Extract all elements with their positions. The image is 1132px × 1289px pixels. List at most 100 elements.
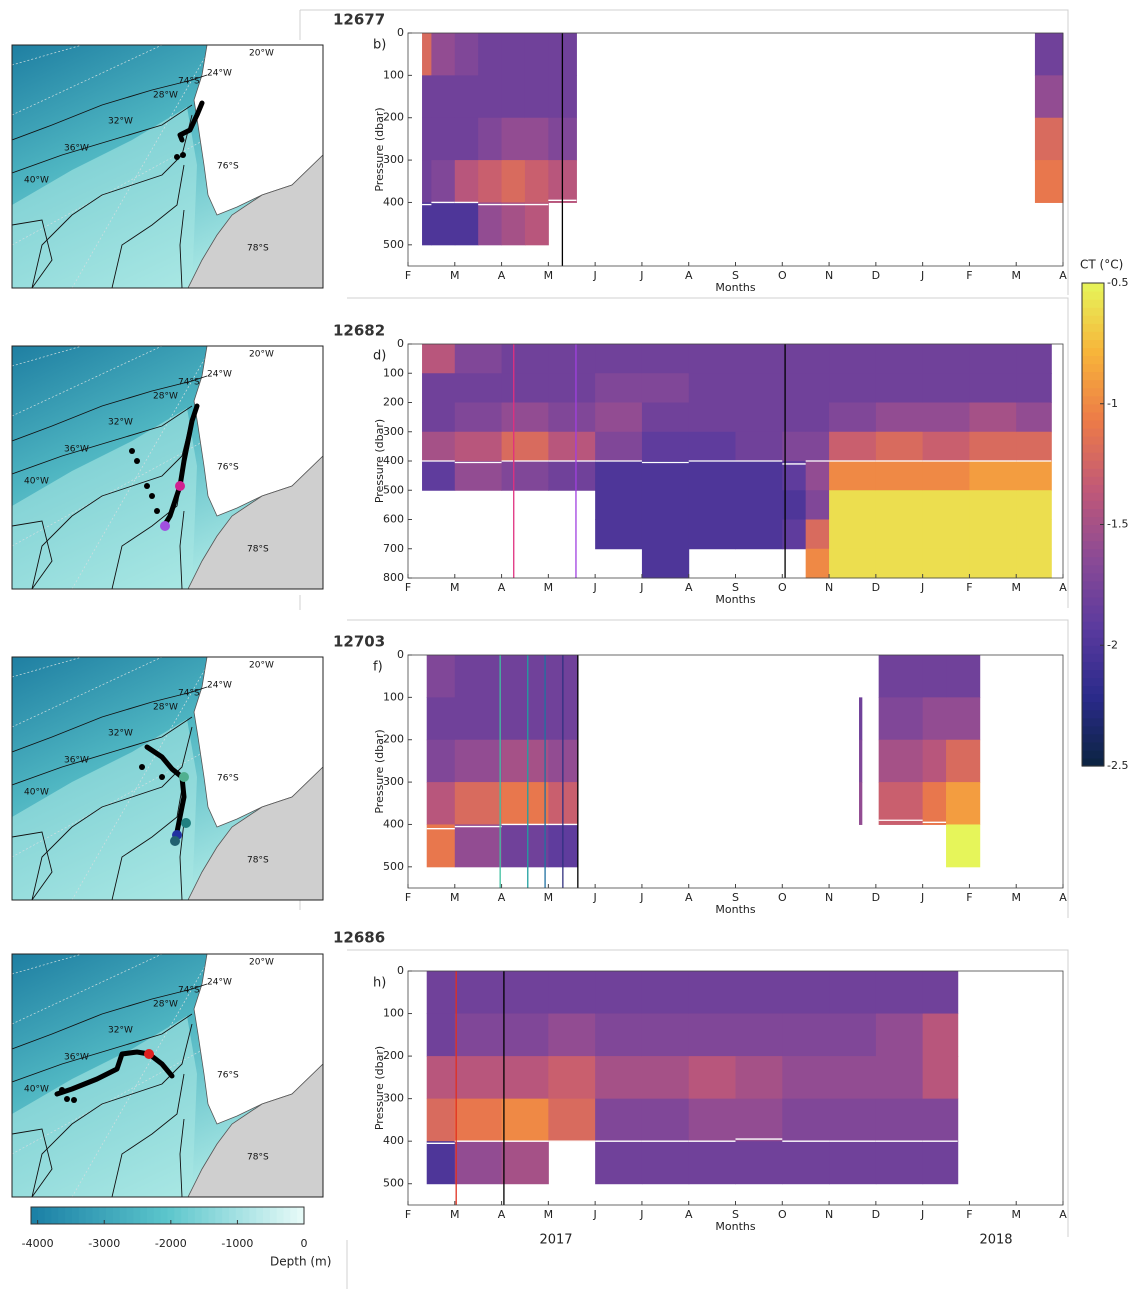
heat-cell bbox=[595, 344, 643, 374]
heat-cell bbox=[805, 461, 830, 491]
heat-cell bbox=[595, 971, 643, 1015]
x-tick-label: J bbox=[920, 581, 924, 594]
x-tick-label: A bbox=[1059, 1208, 1067, 1221]
heat-cell bbox=[922, 655, 947, 698]
heat-cell bbox=[735, 1013, 783, 1057]
colorbar-step bbox=[92, 1207, 100, 1224]
track-point bbox=[181, 818, 191, 828]
ice-shelf bbox=[193, 657, 323, 828]
heat-cell bbox=[501, 117, 526, 161]
heat-cell bbox=[1016, 461, 1052, 491]
graticule bbox=[12, 346, 83, 367]
float-track bbox=[54, 1049, 175, 1097]
colorbar-step bbox=[1082, 395, 1104, 405]
heat-cell bbox=[595, 519, 643, 550]
contour bbox=[111, 164, 185, 288]
y-tick-label: 400 bbox=[383, 1134, 404, 1147]
y-tick-label: 0 bbox=[397, 964, 404, 977]
x-tick-label: J bbox=[639, 1208, 643, 1221]
heat-cell bbox=[688, 1141, 736, 1185]
colorbar-step bbox=[1082, 661, 1104, 670]
x-tick-label: A bbox=[498, 269, 506, 282]
heat-cell bbox=[548, 402, 596, 433]
colorbar-step bbox=[1082, 508, 1104, 518]
heat-cell bbox=[501, 461, 549, 491]
y-tick-label: 500 bbox=[383, 1177, 404, 1190]
year-label: 2017 bbox=[539, 1233, 572, 1248]
heat-cell bbox=[735, 402, 783, 433]
heat-cell bbox=[501, 33, 526, 76]
map-label: 24°W bbox=[207, 370, 232, 380]
colorbar-step bbox=[1082, 460, 1104, 469]
colorbar-step bbox=[1082, 693, 1104, 703]
heat-cell bbox=[875, 402, 924, 433]
heat-cell bbox=[431, 160, 456, 203]
heat-cell bbox=[501, 824, 549, 868]
map-label: 32°W bbox=[108, 418, 133, 428]
x-tick-label: J bbox=[593, 1208, 597, 1221]
colorbar-step bbox=[1082, 637, 1104, 646]
heat-cell bbox=[422, 431, 456, 462]
colorbar-step bbox=[208, 1207, 216, 1224]
heat-cell bbox=[454, 461, 503, 491]
heat-cell bbox=[422, 461, 456, 491]
heat-cell bbox=[875, 490, 924, 520]
track-point bbox=[170, 836, 180, 846]
colorbar: -4000 -3000 -2000 -1000 0 Depth (m) bbox=[22, 1206, 331, 1269]
heat-cell bbox=[426, 655, 456, 698]
colorbar-step bbox=[1082, 444, 1104, 453]
heat-cell bbox=[454, 402, 503, 433]
heat-cell bbox=[922, 1056, 959, 1100]
y-tick-label: 200 bbox=[383, 1049, 404, 1062]
heat-cell bbox=[501, 1056, 549, 1100]
colorbar-step bbox=[1082, 621, 1104, 630]
colorbar-step bbox=[65, 1207, 73, 1224]
heat-cell bbox=[595, 373, 643, 403]
map-label: 40°W bbox=[24, 788, 49, 798]
heat-cell bbox=[454, 431, 503, 462]
map-body: 20°W 24°W 74°S28°W 32°W 36°W 40°W 76°S 78°S bbox=[12, 45, 323, 288]
heat-cell bbox=[454, 1056, 503, 1100]
heat-cell bbox=[454, 117, 479, 161]
x-tick-label: S bbox=[732, 1208, 739, 1221]
heat-cell bbox=[641, 461, 690, 491]
track-point bbox=[144, 483, 150, 489]
colorbar-step bbox=[1082, 701, 1104, 711]
heat-cell bbox=[735, 373, 783, 403]
x-tick-label: S bbox=[732, 891, 739, 904]
heat-cell bbox=[426, 971, 456, 1015]
contour bbox=[12, 1128, 53, 1197]
heat-cell bbox=[688, 971, 736, 1015]
map-label: 76°S bbox=[217, 162, 239, 172]
heat-cell bbox=[501, 1141, 549, 1185]
heat-cell bbox=[782, 519, 807, 550]
x-tick-label: J bbox=[639, 269, 643, 282]
heat-cell bbox=[878, 739, 924, 783]
y-tick-label: 600 bbox=[383, 513, 404, 526]
colorbar-step bbox=[1082, 484, 1104, 493]
heat-cell bbox=[922, 697, 947, 741]
x-axis-label: Months bbox=[715, 281, 755, 294]
y-axis-label: Pressure (dbar) bbox=[373, 419, 386, 503]
y-axis-label: Pressure (dbar) bbox=[373, 1046, 386, 1130]
heat-cell bbox=[735, 1056, 783, 1100]
track-point bbox=[64, 1096, 70, 1102]
colorbar-step bbox=[1082, 315, 1104, 324]
colorbar-tick-label: -1000 bbox=[221, 1237, 253, 1250]
heat-cell bbox=[426, 739, 456, 783]
map-label: 78°S bbox=[247, 856, 269, 866]
colorbar-step bbox=[1082, 572, 1104, 582]
heat-cell bbox=[422, 160, 432, 203]
heat-cell bbox=[595, 1013, 643, 1057]
heat-cell bbox=[524, 33, 549, 76]
colorbar-step bbox=[1082, 339, 1104, 348]
colorbar-step bbox=[297, 1207, 305, 1224]
colorbar-step bbox=[1082, 709, 1104, 719]
heat-cell bbox=[829, 431, 877, 462]
map-label: 36°W bbox=[64, 144, 89, 154]
graticule bbox=[71, 45, 213, 288]
colorbar-step bbox=[140, 1207, 148, 1224]
heat-cell bbox=[1016, 548, 1052, 579]
map-label: 36°W bbox=[64, 756, 89, 766]
heat-cell bbox=[431, 117, 456, 161]
